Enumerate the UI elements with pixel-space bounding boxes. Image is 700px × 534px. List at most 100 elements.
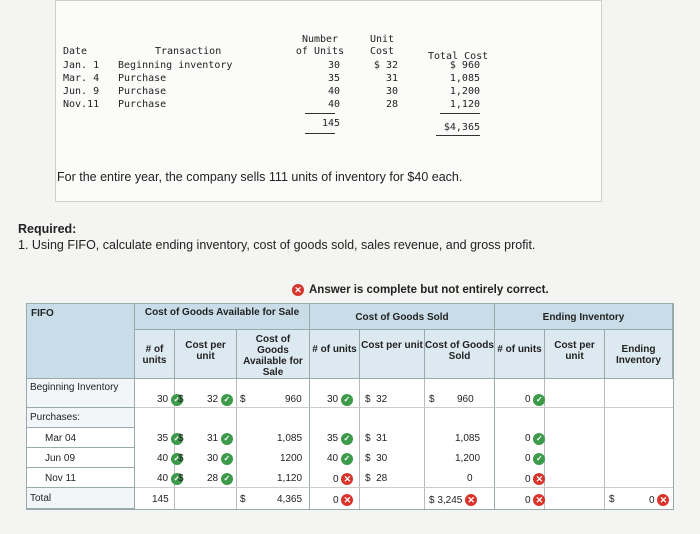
beg-avail-units[interactable]: 30 ✓ [157, 394, 183, 406]
x-circle-icon: ✕ [533, 473, 546, 485]
beg-avail-total: 960 [285, 394, 302, 405]
col-header-total-cost: Total Cost [428, 51, 489, 62]
mar-sold-cpu[interactable]: $ 31 [365, 433, 388, 444]
problem-data-panel [55, 0, 602, 202]
mar-sold-total: 1,085 [455, 433, 481, 444]
row-date: Nov.11 [63, 99, 100, 110]
check-icon: ✓ [220, 394, 233, 406]
group-header-ending: Ending Inventory [495, 304, 673, 330]
total-end-units[interactable]: 0 ✕ [525, 494, 546, 506]
row-total: 1,085 [449, 73, 480, 84]
sub-ending-inventory: Ending Inventory [605, 330, 673, 379]
row-unit-cost: $ 32 [373, 60, 398, 71]
jun-avail-total: 1200 [280, 453, 303, 464]
row-units: 30 [327, 60, 340, 71]
x-circle-icon: ✕ [657, 494, 670, 506]
row-total: $ 960 [449, 60, 480, 71]
nov-sold-cpu[interactable]: $ 28 [365, 473, 388, 484]
total-avail-dollar: $ [240, 494, 246, 505]
row-date: Jun. 9 [63, 86, 100, 97]
check-icon: ✓ [170, 473, 183, 485]
total-sold-units[interactable]: 0 ✕ [333, 494, 354, 506]
row-unit-cost: 28 [385, 99, 398, 110]
check-icon: ✓ [340, 433, 353, 445]
sub-cost-per-unit: Cost per unit [175, 330, 237, 379]
required-heading: Required: [18, 222, 77, 236]
x-circle-icon: ✕ [533, 494, 546, 506]
beg-avail-total-dollar: $ [240, 394, 246, 405]
check-icon: ✓ [340, 453, 353, 465]
x-circle-icon: ✕ [341, 494, 354, 506]
check-icon: ✓ [170, 453, 183, 465]
x-circle-icon: ✕ [465, 494, 478, 506]
row-label-mar: Mar 04 [27, 428, 135, 448]
jun-avail-cpu[interactable]: 30 ✓ [207, 453, 233, 465]
sub-cost-per-unit: Cost per unit [360, 330, 425, 379]
row-transaction: Beginning inventory [118, 60, 233, 71]
row-total: 1,120 [449, 99, 480, 110]
col-header-units-1: Number [301, 34, 339, 45]
check-icon: ✓ [533, 453, 546, 465]
fifo-worksheet: FIFO Cost of Goods Available for Sale Co… [26, 303, 674, 510]
mar-avail-cpu[interactable]: 31 ✓ [207, 433, 233, 445]
jun-sold-cpu[interactable]: $ 30 [365, 453, 388, 464]
beg-sold-cpu[interactable]: $ 32 [365, 394, 388, 405]
total-end-inventory[interactable]: 0 ✕ [649, 494, 670, 506]
nov-avail-total: 1,120 [277, 473, 303, 484]
fifo-corner: FIFO [27, 304, 135, 379]
col-header-transaction: Transaction [155, 46, 222, 57]
check-icon: ✓ [533, 433, 546, 445]
beg-avail-cpu[interactable]: 32 ✓ [207, 394, 233, 406]
beg-sold-units[interactable]: 30 ✓ [327, 394, 353, 406]
jun-avail-units[interactable]: 40 ✓ [157, 453, 183, 465]
group-header-available: Cost of Goods Available for Sale [135, 304, 310, 330]
beg-end-units[interactable]: 0 ✓ [525, 394, 546, 406]
nov-avail-units[interactable]: 40 ✓ [157, 473, 183, 485]
check-icon: ✓ [220, 433, 233, 445]
row-unit-cost: 31 [385, 73, 398, 84]
row-transaction: Purchase [118, 99, 167, 110]
beg-avail-dollar: $ [178, 394, 184, 405]
answer-status-text: Answer is complete but not entirely corr… [309, 284, 549, 296]
beg-sold-total: 960 [457, 394, 474, 405]
row-units: 40 [327, 99, 340, 110]
row-units: 35 [327, 73, 340, 84]
total-avail-cost: 4,365 [277, 494, 303, 505]
problem-statement: For the entire year, the company sells 1… [57, 170, 463, 184]
total-avail-units: 145 [152, 494, 169, 505]
jun-sold-units[interactable]: 40 ✓ [327, 453, 353, 465]
col-header-date: Date [63, 46, 88, 57]
col-header-cost-2: Cost [369, 46, 395, 57]
nov-sold-units[interactable]: 0 ✕ [333, 473, 354, 485]
total-sold-cost[interactable]: $ 3,245 ✕ [429, 494, 478, 506]
sub-units: # of units [495, 330, 545, 379]
jun-avail-dollar: $ [178, 453, 184, 464]
mar-end-units[interactable]: 0 ✓ [525, 433, 546, 445]
row-date: Mar. 4 [63, 73, 100, 84]
row-label-purchases: Purchases: [27, 408, 135, 428]
total-units: 145 [321, 118, 340, 129]
jun-end-units[interactable]: 0 ✓ [525, 453, 546, 465]
row-total: 1,200 [449, 86, 480, 97]
sub-units: # of units [310, 330, 360, 379]
nov-end-units[interactable]: 0 ✕ [525, 473, 546, 485]
row-label-beginning: Beginning Inventory [27, 379, 135, 408]
group-header-sold: Cost of Goods Sold [310, 304, 495, 330]
total-cost: $4,365 [443, 122, 480, 133]
mar-avail-total: 1,085 [277, 433, 303, 444]
required-instruction: 1. Using FIFO, calculate ending inventor… [18, 238, 536, 252]
x-circle-icon: ✕ [292, 284, 304, 296]
sub-cost-per-unit: Cost per unit [545, 330, 605, 379]
jun-sold-total: 1,200 [455, 453, 481, 464]
check-icon: ✓ [220, 453, 233, 465]
row-unit-cost: 30 [385, 86, 398, 97]
mar-avail-dollar: $ [178, 433, 184, 444]
nov-avail-cpu[interactable]: 28 ✓ [207, 473, 233, 485]
check-icon: ✓ [220, 473, 233, 485]
nov-avail-dollar: $ [178, 473, 184, 484]
sub-sold-cost: Cost of Goods Sold [425, 330, 495, 379]
mar-sold-units[interactable]: 35 ✓ [327, 433, 353, 445]
mar-avail-units[interactable]: 35 ✓ [157, 433, 183, 445]
check-icon: ✓ [170, 394, 183, 406]
row-label-nov: Nov 11 [27, 468, 135, 488]
